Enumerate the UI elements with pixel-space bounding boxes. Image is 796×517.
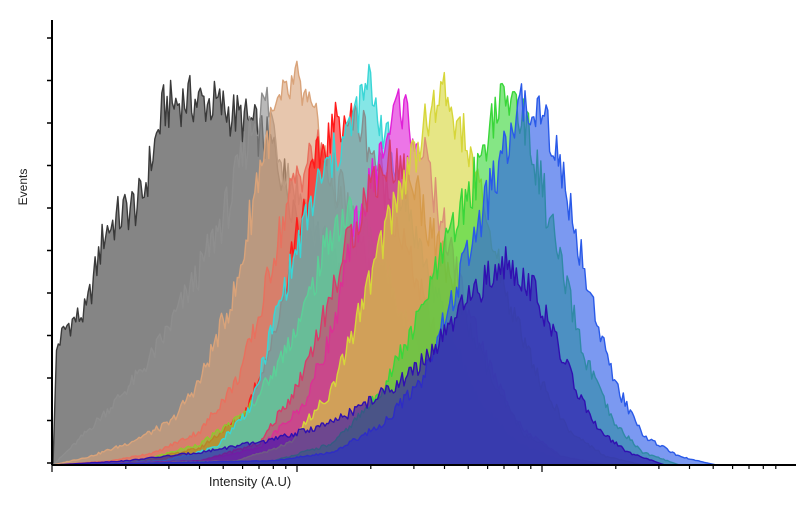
y-ticks: [47, 37, 52, 464]
series-layer: [52, 60, 791, 466]
y-axis-label: Events: [16, 168, 30, 206]
x-axis-label: Intensity (A.U): [208, 474, 292, 489]
x-ticks: [51, 465, 777, 472]
